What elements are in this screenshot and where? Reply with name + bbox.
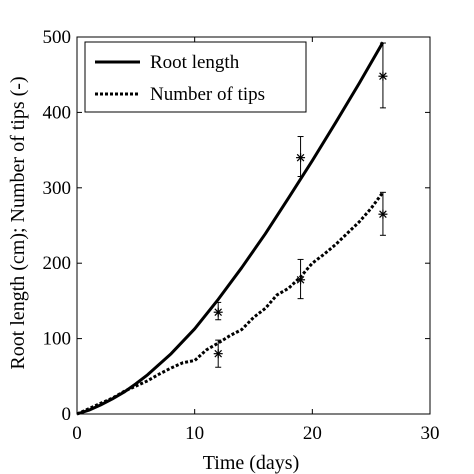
plot-frame bbox=[76, 36, 431, 415]
measurement-point bbox=[378, 191, 388, 236]
star-marker-stroke bbox=[296, 153, 305, 162]
measurement-point bbox=[378, 42, 388, 109]
star-marker-stroke bbox=[296, 275, 305, 284]
y-tick-label: 300 bbox=[43, 178, 72, 199]
x-axis-label: Time (days) bbox=[203, 452, 299, 474]
y-axis-label: Root length (cm); Number of tips (-) bbox=[7, 76, 29, 369]
series-line-0 bbox=[76, 41, 385, 416]
measurement-point bbox=[213, 339, 223, 368]
series-line-1 bbox=[76, 191, 385, 416]
y-tick-label: 500 bbox=[43, 27, 72, 48]
measurement-point bbox=[213, 301, 223, 321]
y-tick-label: 100 bbox=[43, 329, 72, 350]
measurement-point bbox=[296, 258, 306, 300]
legend-box bbox=[84, 41, 307, 113]
x-tick-label: 10 bbox=[185, 423, 204, 444]
legend-label-1: Number of tips bbox=[150, 84, 265, 105]
star-marker-stroke bbox=[214, 308, 222, 317]
y-tick-label: 400 bbox=[43, 102, 72, 123]
legend-label-0: Root length bbox=[150, 52, 240, 73]
plot-area bbox=[76, 41, 388, 416]
y-tick-label: 200 bbox=[43, 253, 72, 274]
x-tick-label: 0 bbox=[72, 423, 82, 444]
star-marker-stroke bbox=[214, 349, 222, 358]
x-tick-label: 30 bbox=[421, 423, 440, 444]
measurement-point bbox=[296, 136, 306, 177]
legend: Root length Number of tips bbox=[84, 41, 307, 113]
star-marker-stroke bbox=[379, 210, 387, 218]
star-marker-stroke bbox=[379, 72, 387, 81]
y-tick-label: 0 bbox=[62, 404, 72, 425]
x-tick-label: 20 bbox=[303, 423, 322, 444]
